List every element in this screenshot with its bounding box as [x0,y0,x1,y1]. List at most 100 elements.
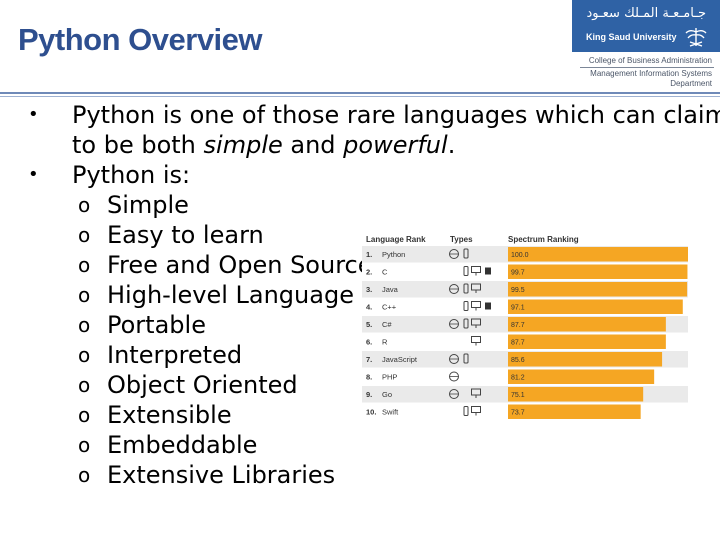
language-name: Python [382,250,405,259]
language-name: R [382,338,388,347]
ranking-bar [508,334,666,349]
sub-item: o Embeddable [28,430,720,460]
ranking-bar [508,299,683,314]
table-header: Language Rank [366,235,426,244]
logo-arabic-text: جـامـعـة المـلك سعـود [586,6,706,21]
circle-bullet-icon: o [78,373,91,397]
sub-item-text: Interpreted [107,341,243,369]
ranking-value-label: 73.7 [511,410,525,417]
header-rule [0,92,720,94]
ranking-value-label: 99.5 [511,287,525,294]
bullet-list: • Python is one of those rare languages … [28,100,720,490]
language-name: Swift [382,408,399,417]
ranking-bar [508,369,655,384]
ranking-value-label: 100.0 [511,252,529,259]
sub-item: o Extensive Libraries [28,460,720,490]
ranking-bar [508,387,644,402]
rank-number: 8. [366,373,372,382]
rank-number: 9. [366,390,372,399]
mobile-phone-icon [463,353,469,364]
circle-bullet-icon: o [78,193,91,217]
circle-bullet-icon: o [78,463,91,487]
mobile-phone-icon [463,301,469,311]
sub-item: o Simple [28,190,720,220]
rank-number: 6. [366,338,372,347]
ranking-bar [508,282,688,297]
circle-bullet-icon: o [78,283,91,307]
rank-number: 10. [366,408,376,417]
language-name: Go [382,390,392,399]
bullet-text-mid: and [282,131,344,159]
sub-item: o High-level Language [28,280,720,310]
sub-item: o Extensible [28,400,720,430]
mobile-phone-icon [463,283,469,294]
sub-item: o Portable [28,310,720,340]
circle-bullet-icon: o [78,403,91,427]
mobile-phone-icon [463,318,469,329]
sub-item-text: Portable [107,311,206,339]
table-header: Types [450,235,473,244]
language-name: C# [382,320,392,329]
language-name: Java [382,285,399,294]
mobile-phone-icon [463,266,469,276]
sub-item-text: Extensive Libraries [107,461,336,489]
header-rule-thin [0,96,720,97]
ranking-bar [508,352,663,367]
ranking-value-label: 87.7 [511,322,525,329]
sub-item: o Easy to learn [28,220,720,250]
circle-bullet-icon: o [78,433,91,457]
bullet-text: Python is one of those rare languages wh… [72,101,720,159]
ranking-value-label: 75.1 [511,392,525,399]
bullet-item: • Python is one of those rare languages … [28,100,720,160]
rank-number: 1. [366,250,372,259]
ranking-bar [508,317,666,332]
ranking-value-label: 87.7 [511,340,525,347]
rank-number: 3. [366,285,372,294]
ranking-bar [508,404,641,419]
sub-item-text: Simple [107,191,189,219]
emphasis-powerful: powerful [343,131,448,159]
language-ranking-table: Language Rank Types Spectrum Ranking 1. Pyth… [362,230,692,426]
college-name: College of Business Administration [588,56,712,65]
ranking-bar [508,264,688,279]
mobile-phone-icon [463,248,469,259]
language-name: JavaScript [382,355,418,364]
bullet-text-end: . [447,131,456,159]
circle-bullet-icon: o [78,223,91,247]
rank-number: 2. [366,268,372,277]
ranking-bar [508,247,688,262]
sub-item-text: High-level Language [107,281,354,309]
sub-item-text: Extensible [107,401,232,429]
sub-item: o Object Oriented [28,370,720,400]
rank-number: 5. [366,320,372,329]
circle-bullet-icon: o [78,313,91,337]
emphasis-simple: simple [203,131,283,159]
sub-item-text: Embeddable [107,431,258,459]
mobile-phone-icon [463,406,469,416]
college-info: College of Business Administration Manag… [589,56,712,89]
bullet-item: • Python is: [28,160,720,190]
sub-item-text: Easy to learn [107,221,264,249]
ranking-value-label: 85.6 [511,357,525,364]
department-name: Management Information Systems [590,69,712,78]
bullet-text: Python is: [72,161,191,189]
language-name: C++ [382,303,397,312]
ranking-value-label: 97.1 [511,305,525,312]
logo-english-text: King Saud University [586,32,677,42]
sub-item: o Interpreted [28,340,720,370]
language-name: C [382,268,388,277]
ranking-value-label: 99.7 [511,270,525,277]
circle-bullet-icon: o [78,343,91,367]
ranking-value-label: 81.2 [511,375,525,382]
department-label: Department [670,79,712,88]
palm-emblem-icon [685,28,707,47]
sub-item-text: Object Oriented [107,371,298,399]
college-divider [580,67,714,68]
rank-number: 7. [366,355,372,364]
sub-item-text: Free and Open Source [107,251,373,279]
circle-bullet-icon: o [78,253,91,277]
bullet-dot-icon: • [28,104,39,125]
language-name: PHP [382,373,397,382]
slide-title: Python Overview [18,22,263,57]
rank-number: 4. [366,303,372,312]
